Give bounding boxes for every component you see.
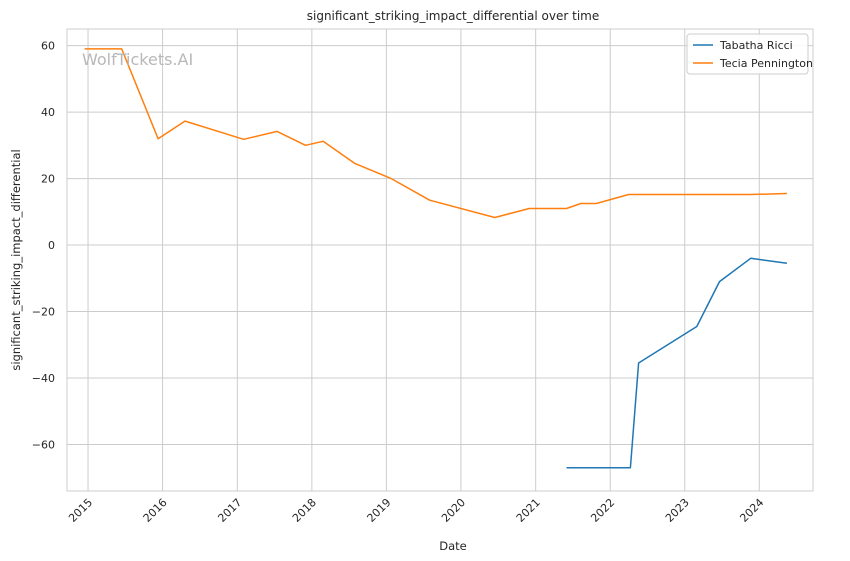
grid (67, 29, 813, 491)
y-axis-ticks: 60 40 20 0 −20 −40 −60 (32, 40, 55, 452)
y-tick-label: 60 (41, 40, 55, 53)
y-tick-label: 40 (41, 106, 55, 119)
series-lines (84, 48, 788, 469)
y-axis-title: significant_striking_impact_differential (9, 149, 23, 370)
legend-label: Tabatha Ricci (719, 39, 793, 52)
chart-title: significant_striking_impact_differential… (307, 9, 599, 23)
y-tick-label: 0 (48, 239, 55, 252)
legend-box (686, 33, 809, 75)
series-line (84, 48, 787, 219)
x-axis-title: Date (439, 539, 467, 553)
y-tick-label: −40 (32, 372, 55, 385)
y-tick-label: 20 (41, 173, 55, 186)
legend-label: Tecia Pennington (719, 57, 813, 70)
plot-area: WolfTickets.AI (66, 28, 814, 492)
y-tick-label: −20 (32, 306, 55, 319)
plot-frame (66, 28, 814, 492)
legend: Tabatha Ricci Tecia Pennington (686, 33, 813, 75)
y-tick-label: −60 (32, 438, 55, 451)
watermark-text: WolfTickets.AI (82, 50, 193, 69)
series-line (566, 257, 788, 469)
